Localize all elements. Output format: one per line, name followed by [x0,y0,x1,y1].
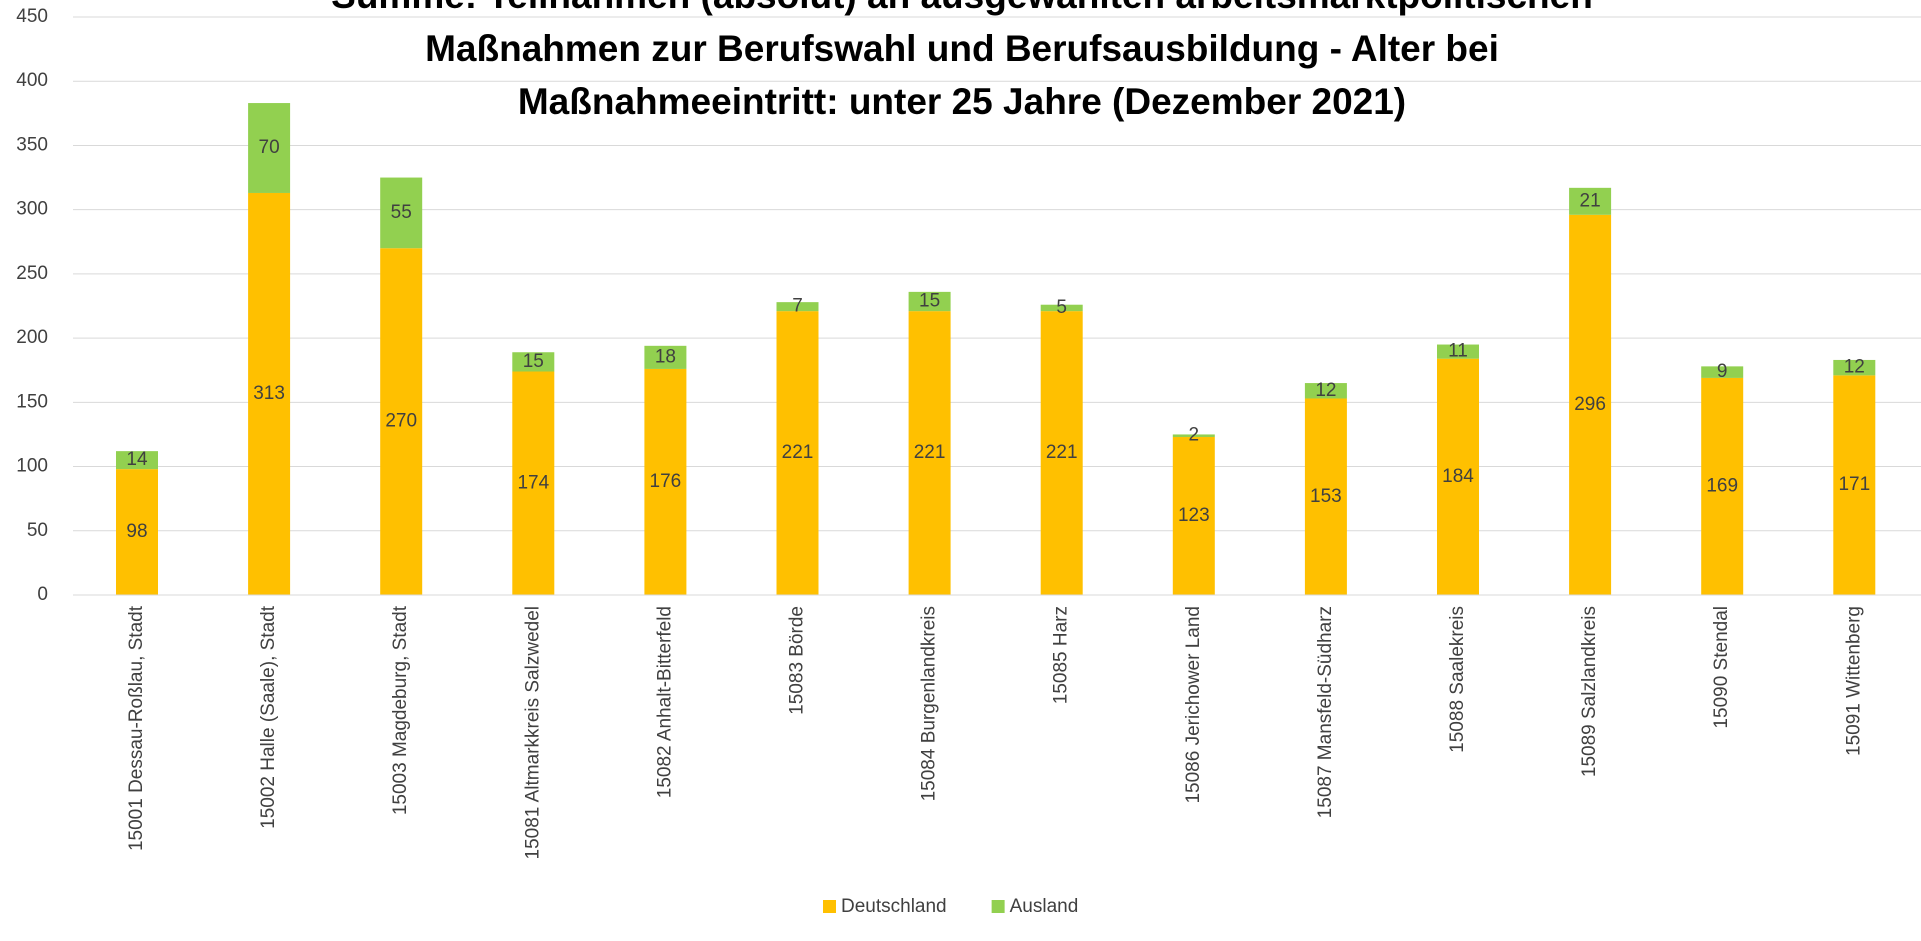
y-tick-label: 0 [37,584,48,605]
data-label: 15 [919,291,940,312]
bar-segment [1172,434,1215,438]
y-tick-label: 300 [16,199,48,220]
y-tick-label: 200 [16,327,48,348]
bar-segment [512,371,555,595]
bar-segment [1437,344,1479,359]
data-label: 176 [650,471,682,492]
bar-segment [116,451,158,470]
y-tick-label: 400 [16,70,48,91]
data-label: 12 [1844,357,1865,378]
bar-segment [380,177,423,249]
data-label: 12 [1315,380,1336,401]
bar-segment [1701,377,1744,595]
bar-segment [1040,311,1083,595]
bar-segment [248,103,291,193]
data-label: 221 [782,442,814,463]
x-tick-label: 15002 Halle (Saale), Stadt [258,605,279,829]
bar-segment [1833,375,1876,595]
data-label: 296 [1574,394,1606,415]
chart-title: Summe: Teilnahmen (absolut) an ausgewähl… [331,0,1593,16]
data-label: 21 [1580,190,1601,211]
data-label: 221 [914,442,946,463]
bar-segment [1304,383,1347,399]
data-label: 9 [1717,361,1728,382]
data-label: 98 [126,521,147,542]
data-label: 11 [1448,341,1468,362]
data-label: 174 [517,472,549,493]
x-tick-label: 15085 Harz [1051,606,1072,704]
data-label: 14 [126,449,148,470]
y-tick-label: 100 [16,456,48,477]
data-label: 313 [253,383,285,404]
y-tick-label: 50 [27,520,48,541]
legend-label: Deutschland [841,896,947,917]
data-label: 153 [1310,486,1342,507]
legend-label: Ausland [1010,896,1079,917]
x-tick-label: 15083 Börde [787,606,808,715]
y-tick-label: 250 [16,263,48,284]
data-label: 270 [385,411,417,432]
data-label: 169 [1706,475,1738,496]
data-label: 55 [391,202,412,223]
x-tick-label: 15087 Mansfeld-Südharz [1315,606,1336,818]
x-tick-label: 15090 Stendal [1711,606,1732,729]
bar-segment [644,345,687,369]
x-tick-label: 15082 Anhalt-Bitterfeld [654,606,675,798]
chart-title: Maßnahmen zur Berufswahl und Berufsausbi… [425,28,1499,69]
bar-segment [776,311,819,595]
x-tick-label: 15088 Saalekreis [1447,606,1468,753]
bar-segment [248,192,291,596]
x-tick-label: 15091 Wittenberg [1843,606,1864,756]
x-tick-label: 15089 Salzlandkreis [1579,606,1600,777]
legend-swatch [991,900,1005,913]
bar-segment [644,368,687,595]
data-label: 221 [1046,442,1078,463]
bar-segment [1040,304,1083,312]
x-tick-label: 15081 Altmarkkreis Salzwedel [522,606,543,859]
data-label: 18 [655,346,676,367]
legend-swatch [823,900,836,913]
bar-segment [908,311,951,595]
data-label: 70 [259,137,280,158]
bar-segment [1172,437,1215,595]
bar-segment [1437,358,1479,595]
x-tick-label: 15086 Jerichower Land [1183,606,1204,804]
data-label: 2 [1189,425,1200,446]
y-tick-label: 150 [16,391,48,412]
y-tick-label: 350 [16,134,48,155]
data-label: 15 [523,351,544,372]
bar-segment [1304,398,1347,595]
bar-segment [776,302,819,312]
y-tick-label: 450 [16,6,48,27]
data-label: 171 [1838,474,1870,495]
bar-segment [116,469,158,595]
data-label: 5 [1056,297,1067,318]
bar-segment [512,352,555,372]
data-label: 7 [792,296,803,317]
bar-segment [908,291,951,312]
data-label: 184 [1442,466,1474,487]
x-tick-label: 15003 Magdeburg, Stadt [390,605,411,815]
bar-segment [1569,187,1612,215]
bar-segment [1701,366,1744,378]
chart-title: Maßnahmeeintritt: unter 25 Jahre (Dezemb… [518,81,1406,122]
data-label: 123 [1178,505,1210,526]
bar-segment [1569,214,1612,595]
x-tick-label: 15084 Burgenlandkreis [919,606,940,801]
x-tick-label: 15001 Dessau-Roßlau, Stadt [126,605,147,851]
bar-segment [1833,359,1876,376]
bar-segment [380,248,423,595]
